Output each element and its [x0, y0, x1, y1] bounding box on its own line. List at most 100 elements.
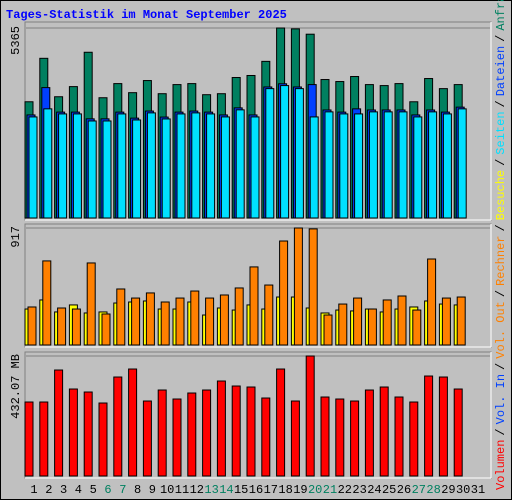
- bar: [190, 290, 200, 346]
- bar: [364, 389, 374, 477]
- bar: [175, 297, 185, 346]
- x-tick-label: 4: [75, 483, 82, 497]
- bar: [250, 116, 260, 219]
- legend-entry: Dateien: [494, 46, 508, 96]
- legend-separator: /: [494, 100, 508, 107]
- legend-entry: Anfragen: [494, 0, 508, 31]
- bar: [457, 108, 467, 219]
- x-tick-label: 11: [175, 483, 189, 497]
- bar: [265, 88, 275, 219]
- x-tick-label: 26: [397, 483, 411, 497]
- bar: [187, 392, 197, 477]
- bar: [131, 297, 141, 346]
- bar: [308, 228, 318, 346]
- bar: [320, 396, 330, 477]
- x-tick-label: 25: [382, 483, 396, 497]
- x-tick-label: 2: [45, 483, 52, 497]
- bar: [323, 314, 333, 346]
- bar: [397, 295, 407, 346]
- legend: Volumen / Vol. In / Vol. Out / Rechner / Besuche…: [494, 0, 508, 490]
- legend-entry: Vol. In: [494, 374, 508, 424]
- bar: [83, 391, 93, 477]
- bar: [293, 227, 303, 346]
- bar: [261, 397, 271, 477]
- x-tick-label: 10: [160, 483, 174, 497]
- x-tick-label: 3: [60, 483, 67, 497]
- bar: [160, 301, 170, 346]
- bar: [438, 376, 448, 477]
- bar: [27, 306, 37, 346]
- bar: [368, 111, 378, 219]
- bar: [234, 287, 244, 346]
- x-tick-label: 1: [30, 483, 37, 497]
- bar: [427, 258, 437, 346]
- bar: [350, 400, 360, 477]
- bar: [231, 385, 241, 477]
- x-tick-label: 12: [190, 483, 204, 497]
- panel: [24, 351, 492, 479]
- x-tick-label: 22: [338, 483, 352, 497]
- bar: [117, 113, 127, 219]
- bar: [442, 113, 452, 219]
- bar: [235, 109, 245, 219]
- y-tick-label: 432.07 MB: [9, 354, 23, 419]
- bar: [279, 240, 289, 346]
- bar: [456, 296, 466, 346]
- x-tick-label: 27: [412, 483, 426, 497]
- bar: [290, 400, 300, 477]
- bar: [398, 111, 408, 219]
- legend-entry: Rechner: [494, 236, 508, 286]
- legend-separator: /: [494, 290, 508, 297]
- x-tick-label: 9: [149, 483, 156, 497]
- x-tick-label: 6: [104, 483, 111, 497]
- x-tick-label: 19: [293, 483, 307, 497]
- bar: [58, 113, 68, 219]
- y-tick-label: 917: [9, 226, 23, 248]
- bar: [145, 292, 155, 346]
- legend-entry: Volumen: [494, 440, 508, 490]
- bar: [424, 375, 434, 477]
- bar: [142, 400, 152, 477]
- bar: [264, 284, 274, 346]
- bar: [87, 120, 97, 219]
- bar: [57, 307, 67, 346]
- bar: [116, 288, 126, 346]
- bar: [24, 401, 34, 477]
- x-tick-label: 15: [234, 483, 248, 497]
- bar: [98, 402, 108, 477]
- bar: [146, 112, 156, 219]
- legend-entry: Besuche: [494, 170, 508, 220]
- bar: [383, 111, 393, 219]
- bar: [220, 116, 230, 219]
- bar: [42, 260, 52, 346]
- legend-separator: /: [494, 428, 508, 435]
- x-tick-label: 7: [119, 483, 126, 497]
- x-tick-label: 31: [471, 483, 485, 497]
- bar: [382, 299, 392, 346]
- x-tick-label: 20: [308, 483, 322, 497]
- x-tick-label: 28: [426, 483, 440, 497]
- x-tick-label: 30: [456, 483, 470, 497]
- x-tick-label: 14: [219, 483, 233, 497]
- bar: [157, 389, 167, 477]
- legend-separator: /: [494, 35, 508, 42]
- bar: [305, 355, 315, 477]
- bar: [324, 111, 334, 219]
- x-tick-label: 21: [323, 483, 337, 497]
- bar: [132, 119, 142, 219]
- bar: [202, 389, 212, 477]
- bar: [219, 294, 229, 346]
- bar: [102, 120, 112, 219]
- bar: [205, 297, 215, 346]
- bar: [101, 313, 111, 346]
- bar: [354, 113, 364, 219]
- bar: [68, 388, 78, 477]
- bar: [54, 369, 64, 477]
- bar: [280, 85, 290, 219]
- bar: [339, 113, 349, 219]
- bar: [172, 398, 182, 477]
- legend-separator: /: [494, 363, 508, 370]
- bar: [338, 303, 348, 346]
- y-tick-label: 5365: [9, 26, 23, 55]
